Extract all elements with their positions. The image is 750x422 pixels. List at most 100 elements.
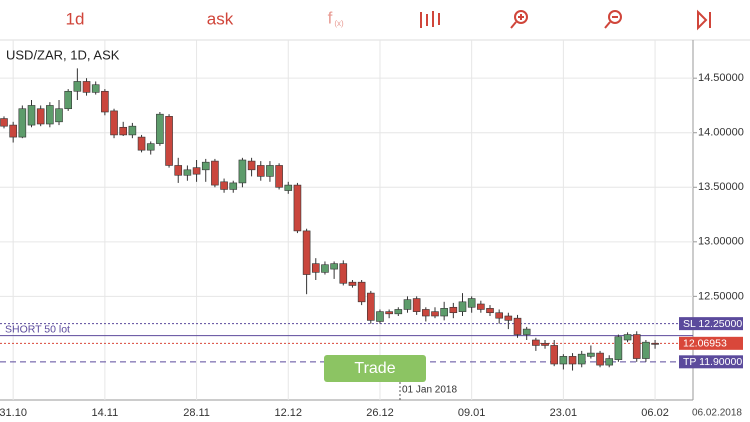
candle-body (211, 160, 219, 186)
level-label: 12.06953 (683, 338, 727, 350)
candle-body (632, 334, 641, 359)
candle-body (119, 126, 128, 136)
candle-body (284, 184, 293, 191)
candle-body (247, 160, 256, 171)
zoom-in-icon[interactable] (510, 10, 528, 29)
candle-body (64, 90, 72, 110)
levels (0, 323, 693, 363)
date-label: 06.02.2018 (692, 408, 742, 419)
candle-body (27, 105, 36, 126)
candle-body (467, 298, 476, 308)
candle-body (357, 281, 366, 303)
candle-body (596, 352, 604, 366)
timeframe-button[interactable]: 1d (66, 9, 85, 28)
candle-body (91, 84, 100, 93)
candle-body (623, 334, 632, 341)
candle-body (412, 298, 421, 312)
x-tick-label: 06.02 (641, 407, 669, 419)
candle-body (614, 336, 623, 360)
candle-body (330, 263, 338, 270)
y-tick-label: 12.50000 (698, 290, 744, 302)
y-tick-label: 13.00000 (698, 236, 744, 248)
candle-body (394, 309, 403, 315)
candle-body (183, 169, 192, 176)
level-label: SHORT 50 lot (5, 323, 70, 335)
candle-body (101, 90, 109, 113)
candle-body (201, 161, 210, 171)
candle-body (605, 358, 614, 366)
x-tick-label: 28.11 (183, 407, 210, 419)
candle-body (651, 342, 659, 345)
candle-body (440, 308, 448, 317)
candle-body (146, 143, 155, 151)
labels: 14.50000 14.00000 13.50000 13.00000 12.50000… (0, 72, 744, 419)
trade-button[interactable] (324, 355, 426, 382)
candle-body (449, 306, 458, 314)
candle-body (46, 105, 54, 125)
y-tick-label: 14.50000 (698, 72, 744, 84)
candle-body (513, 317, 522, 335)
level-label: SL 12.25000 (683, 318, 742, 330)
zoom-out-icon[interactable] (604, 10, 622, 29)
candle-body (385, 311, 393, 315)
marker-label: 01 Jan 2018 (402, 385, 457, 396)
candle-body (376, 311, 384, 322)
function-sub: (x) (334, 19, 344, 28)
level-tag (679, 317, 743, 331)
chart-title: USD/ZAR, 1D, ASK (6, 47, 120, 62)
y-tick-label: 13.50000 (698, 181, 744, 193)
candle-body (532, 339, 540, 346)
candle-body (18, 108, 27, 138)
candle-body (504, 315, 513, 321)
candle-body (238, 159, 247, 184)
candle-body (220, 181, 228, 190)
candle-body (577, 353, 586, 365)
level-tag (679, 355, 743, 369)
x-tick-label: 14.11 (92, 407, 119, 419)
candle-body (302, 230, 311, 275)
candle-body (587, 352, 595, 357)
price-type-button[interactable]: ask (207, 9, 234, 28)
candle-body (110, 110, 118, 136)
candle-body (321, 264, 329, 273)
grid (0, 40, 697, 400)
candle-body (55, 108, 63, 123)
candle-body (422, 309, 430, 317)
candle-body (568, 356, 577, 365)
candle-body (431, 311, 439, 317)
candle-body (550, 345, 559, 365)
x-tick-label: 23.01 (550, 407, 578, 419)
x-tick-label: 12.12 (275, 407, 303, 419)
candle-body (477, 303, 485, 310)
trade-button-label[interactable]: Trade (354, 360, 395, 377)
candle-body (293, 184, 302, 232)
candle-body (266, 165, 274, 177)
candle-body (403, 299, 412, 310)
candle-icon[interactable] (420, 11, 440, 28)
candle-body (541, 342, 549, 346)
candle-body (36, 108, 45, 125)
candle-body (229, 182, 238, 190)
candle-body (275, 165, 283, 188)
candle-body (339, 263, 348, 284)
x-tick-label: 09.01 (458, 407, 486, 419)
candle-body (137, 136, 146, 151)
candle-body (128, 125, 137, 136)
candle-body (82, 81, 91, 93)
skip-end-icon[interactable] (697, 9, 711, 31)
candle-body (192, 167, 201, 175)
candle-body (366, 292, 375, 321)
candle-body (458, 301, 467, 312)
function-button[interactable]: f (328, 8, 333, 27)
candle-body (486, 308, 494, 314)
candle-body (256, 165, 265, 177)
level-tag (679, 336, 743, 350)
candle-body (348, 281, 357, 286)
candles (0, 68, 659, 371)
x-tick-label: 26.12 (366, 407, 394, 419)
candle-body (559, 356, 568, 365)
candle-body (165, 116, 173, 166)
candle-body (495, 312, 503, 319)
